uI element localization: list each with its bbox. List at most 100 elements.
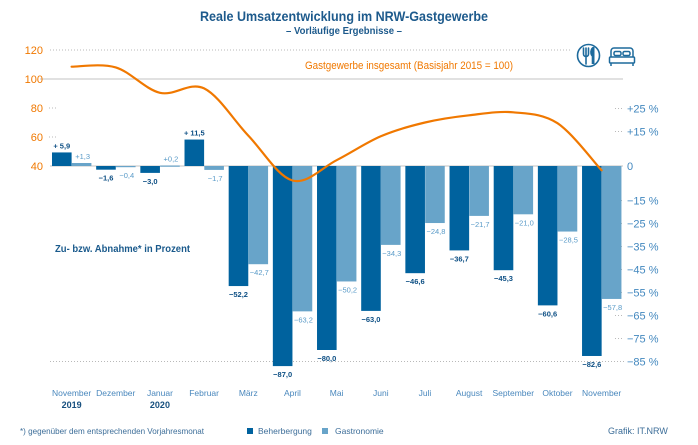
bar-gastronomie (557, 166, 578, 232)
legend: Beherbergung Gastronomie (247, 426, 384, 436)
left-axis-tick-label: 120 (25, 45, 43, 57)
cutlery-icon (576, 43, 601, 68)
bar-beherbergung (184, 139, 205, 166)
value-label-beherbergung: −45,3 (494, 274, 513, 283)
bar-gastronomie (425, 166, 445, 224)
legend-label-beherbergung: Beherbergung (258, 426, 312, 436)
value-label-beherbergung: −1,6 (99, 174, 114, 183)
value-label-beherbergung: −3,0 (143, 177, 158, 186)
legend-swatch-gastronomie (322, 428, 328, 434)
bar-gastronomie (513, 166, 534, 215)
right-axis-tick-label: +15 % (627, 127, 659, 139)
bar-gastronomie (292, 166, 313, 312)
value-label-gastronomie: −21,7 (471, 220, 490, 229)
x-axis-month-label: Juni (373, 388, 389, 398)
bar-gastronomie (601, 166, 622, 299)
value-label-gastronomie: −57,8 (603, 303, 622, 312)
category-axis: November 2019 Dezember Januar 2020 Februar Mär… (52, 388, 621, 410)
axis-layer: 120 100 80 60 40 +25 % +15 % 0 −15 % −25 % −35 % −4… (25, 45, 659, 369)
value-label-gastronomie: −28,5 (559, 236, 578, 245)
value-label-gastronomie: −0,4 (119, 171, 134, 180)
bar-gastronomie (71, 163, 92, 166)
legend-swatch-beherbergung (247, 428, 253, 434)
x-axis-year-label: 2020 (150, 400, 170, 410)
legend-item-gastronomie: Gastronomie (322, 426, 384, 436)
bar-gastronomie (336, 166, 357, 282)
bar-gastronomie (115, 166, 136, 168)
value-label-beherbergung: −52,2 (229, 290, 248, 299)
right-axis-tick-label: −25 % (627, 219, 659, 231)
line-series-label: Gastgewerbe insgesamt (Basisjahr 2015 = … (305, 60, 513, 72)
x-axis-month-label: April (284, 388, 301, 398)
x-axis-month-label: November (582, 388, 621, 398)
x-axis-month-label: Januar (147, 388, 173, 398)
value-label-beherbergung: −82,6 (582, 360, 601, 369)
legend-item-beherbergung: Beherbergung (247, 426, 312, 436)
x-axis-month-label: März (239, 388, 258, 398)
source-credit: Grafik: IT.NRW (608, 426, 668, 436)
x-axis-year-label: 2019 (62, 400, 82, 410)
value-label-beherbergung: −87,0 (273, 370, 292, 379)
x-axis-month-label: Juli (419, 388, 432, 398)
value-label-beherbergung: + 11,5 (184, 129, 205, 138)
value-label-beherbergung: −36,7 (450, 254, 469, 263)
value-label-beherbergung: −80,0 (317, 354, 336, 363)
bar-beherbergung (317, 166, 337, 350)
bar-gastronomie (380, 166, 401, 245)
right-axis-tick-label: −55 % (627, 288, 659, 300)
bar-beherbergung (52, 152, 72, 166)
bar-beherbergung (449, 166, 470, 251)
value-label-gastronomie: −1,7 (208, 174, 223, 183)
bar-gastronomie (204, 166, 224, 170)
bar-beherbergung (405, 166, 425, 274)
value-label-beherbergung: −63,0 (361, 315, 380, 324)
value-label-gastronomie: −21,0 (515, 218, 534, 227)
right-axis-tick-label: −75 % (627, 334, 659, 346)
chart-title: Reale Umsatzentwicklung im NRW-Gastgewer… (200, 8, 488, 24)
bar-beherbergung (228, 166, 249, 287)
value-label-gastronomie: +0,2 (164, 155, 179, 164)
value-label-beherbergung: −46,6 (406, 277, 425, 286)
chart-subtitle: – Vorläufige Ergebnisse – (286, 26, 402, 37)
bar-beherbergung (493, 166, 514, 271)
value-label-gastronomie: +1,3 (75, 152, 90, 161)
value-label-layer: + 5,9 +1,3 −1,6 −0,4 −3,0 +0,2 + 11,5 −1,7 −52,2… (53, 129, 622, 380)
value-label-beherbergung: + 5,9 (53, 141, 70, 150)
x-axis-month-label: November (52, 388, 91, 398)
x-axis-month-label: Mai (330, 388, 344, 398)
left-axis-tick-label: 40 (31, 161, 43, 173)
right-axis-tick-label: −65 % (627, 311, 659, 323)
right-axis-tick-label: +25 % (627, 104, 659, 116)
bed-icon (608, 47, 636, 66)
bar-beherbergung (96, 166, 116, 170)
value-label-gastronomie: −50,2 (338, 285, 357, 294)
x-axis-month-label: Oktober (542, 388, 572, 398)
value-label-beherbergung: −60,6 (538, 309, 557, 318)
right-axis-tick-label: −35 % (627, 242, 659, 254)
bar-gastronomie (469, 166, 489, 216)
bar-beherbergung (361, 166, 381, 311)
legend-label-gastronomie: Gastronomie (335, 426, 384, 436)
x-axis-month-label: Februar (189, 388, 219, 398)
left-axis-tick-label: 80 (31, 103, 43, 115)
value-label-gastronomie: −42,7 (250, 268, 269, 277)
bar-beherbergung (537, 166, 558, 306)
right-axis-tick-label: −45 % (627, 265, 659, 277)
value-label-gastronomie: −24,8 (426, 227, 445, 236)
bar-beherbergung (140, 166, 160, 173)
right-axis-tick-label: −85 % (627, 357, 659, 369)
x-axis-month-label: Dezember (96, 388, 135, 398)
bar-gastronomie (160, 165, 180, 167)
line-layer (70, 64, 603, 183)
x-axis-month-label: September (493, 388, 535, 398)
value-label-gastronomie: −63,2 (294, 315, 313, 324)
right-axis-tick-label: 0 (627, 161, 633, 173)
right-axis-tick-label: −15 % (627, 196, 659, 208)
bar-gastronomie (248, 166, 269, 265)
left-axis-tick-label: 60 (31, 132, 43, 144)
bar-layer (52, 139, 622, 367)
value-label-gastronomie: −34,3 (382, 249, 401, 258)
x-axis-month-label: August (456, 388, 483, 398)
percent-annotation: Zu- bzw. Abnahme* in Prozent (55, 244, 191, 255)
